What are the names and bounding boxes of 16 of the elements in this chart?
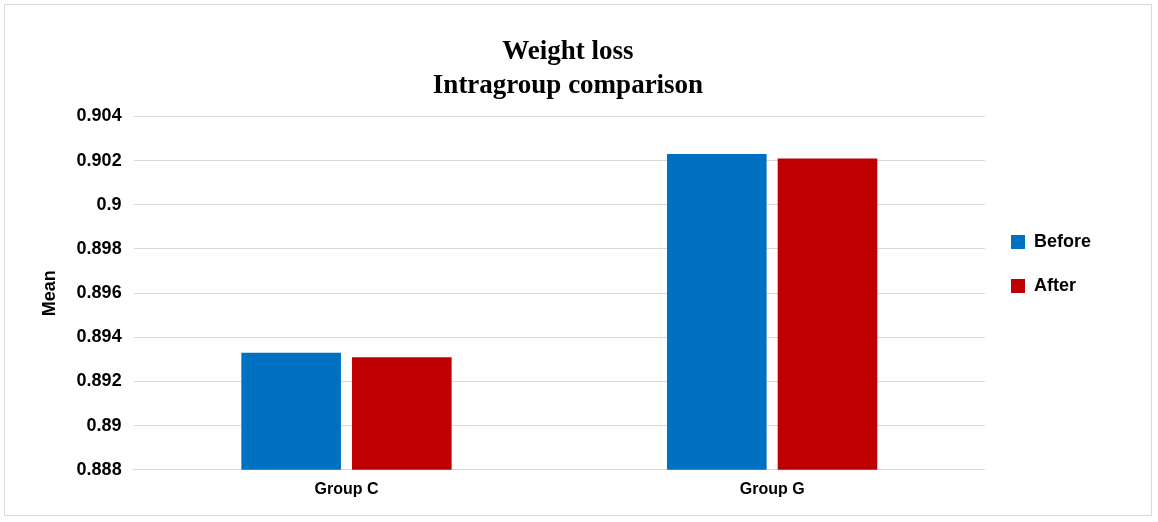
- chart-subtitle: Intragroup comparison: [432, 68, 704, 99]
- y-tick-label: 0.89: [86, 414, 122, 435]
- y-tick-label: 0.902: [76, 149, 122, 170]
- chart-title: Weight loss: [502, 34, 634, 65]
- x-tick-label: Group G: [739, 479, 805, 497]
- x-tick-label: Group C: [314, 479, 379, 497]
- y-axis-title: Mean: [38, 270, 59, 317]
- y-tick-label: 0.898: [76, 237, 122, 258]
- legend-label: After: [1033, 274, 1076, 295]
- y-tick-label: 0.894: [76, 326, 122, 347]
- y-tick-label: 0.904: [76, 105, 122, 126]
- y-tick-label: 0.896: [76, 282, 122, 303]
- y-tick-label: 0.9: [96, 193, 122, 214]
- y-tick-label: 0.892: [76, 370, 122, 391]
- legend-label: Before: [1033, 230, 1091, 251]
- y-tick-label: 0.888: [76, 458, 122, 479]
